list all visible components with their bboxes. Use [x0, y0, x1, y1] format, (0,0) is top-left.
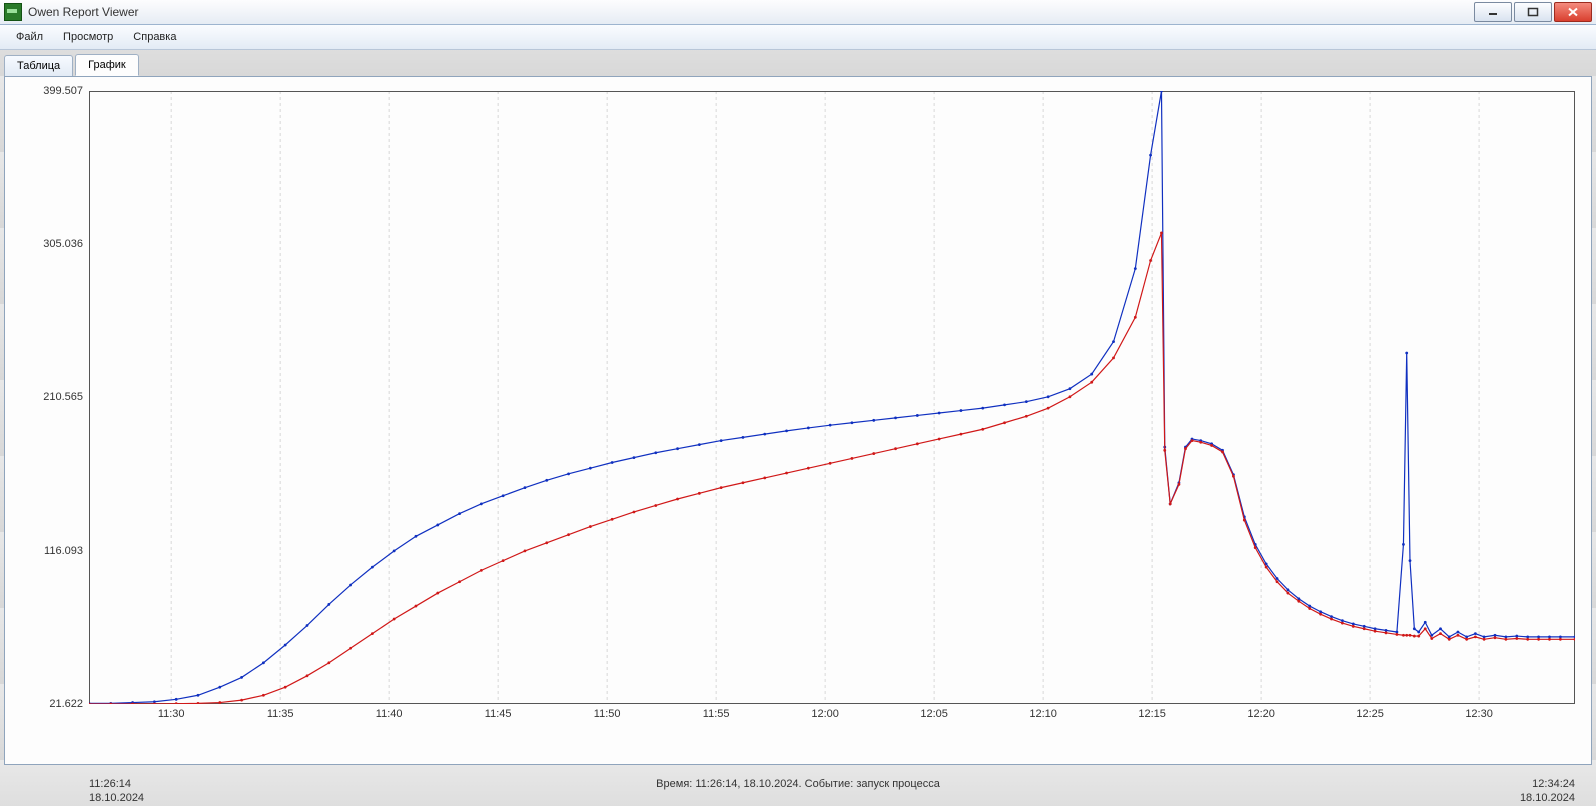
y-tick-label: 116.093	[44, 545, 89, 557]
x-tick-label: 11:30	[158, 704, 185, 720]
x-tick-label: 12:00	[811, 704, 839, 720]
xaxis-start-time: 11:26:14	[89, 778, 144, 792]
tab-table[interactable]: Таблица	[4, 55, 73, 76]
titlebar: Owen Report Viewer	[0, 0, 1596, 25]
xaxis-start-label: 11:26:14 18.10.2024	[89, 778, 144, 806]
y-tick-label: 21.622	[49, 698, 89, 710]
x-tick-label: 12:20	[1247, 704, 1275, 720]
x-tick-label: 11:50	[594, 704, 621, 720]
chart-inner: 21.622 116.093 210.565 305.036 399.507 11:30 1…	[9, 81, 1587, 760]
x-tick-label: 12:10	[1029, 704, 1057, 720]
xaxis-event-label: Время: 11:26:14, 18.10.2024. Событие: за…	[656, 778, 940, 792]
x-tick-label: 12:25	[1356, 704, 1384, 720]
x-tick-label: 12:05	[920, 704, 948, 720]
xaxis-start-date: 18.10.2024	[89, 792, 144, 806]
chart-svg	[89, 91, 1575, 704]
x-tick-label: 11:55	[703, 704, 730, 720]
maximize-button[interactable]	[1514, 2, 1552, 22]
x-tick-label: 12:30	[1465, 704, 1493, 720]
tabbar: Таблица График	[0, 52, 1596, 76]
menu-file[interactable]: Файл	[6, 28, 53, 46]
minimize-button[interactable]	[1474, 2, 1512, 22]
window-title: Owen Report Viewer	[28, 5, 139, 19]
window-buttons	[1472, 2, 1592, 22]
close-button[interactable]	[1554, 2, 1592, 22]
y-tick-label: 305.036	[43, 238, 89, 250]
menu-view[interactable]: Просмотр	[53, 28, 123, 46]
x-tick-label: 12:15	[1138, 704, 1166, 720]
x-tick-label: 11:40	[376, 704, 403, 720]
menu-help[interactable]: Справка	[123, 28, 186, 46]
y-tick-label: 210.565	[43, 391, 89, 403]
menubar: Файл Просмотр Справка	[0, 25, 1596, 50]
xaxis-event-text: Время: 11:26:14, 18.10.2024. Событие: за…	[656, 778, 940, 790]
tab-chart[interactable]: График	[75, 54, 139, 76]
chart-frame: 21.622 116.093 210.565 305.036 399.507 11:30 1…	[4, 76, 1592, 765]
x-tick-label: 11:45	[485, 704, 512, 720]
y-tick-label: 399.507	[43, 85, 89, 97]
xaxis-end-label: 12:34:24 18.10.2024	[1520, 778, 1575, 806]
xaxis-end-date: 18.10.2024	[1520, 792, 1575, 806]
app-icon	[4, 3, 22, 21]
xaxis-end-time: 12:34:24	[1520, 778, 1575, 792]
plot-area[interactable]: 21.622116.093210.565305.036399.50711:301…	[89, 91, 1575, 704]
x-tick-label: 11:35	[267, 704, 294, 720]
